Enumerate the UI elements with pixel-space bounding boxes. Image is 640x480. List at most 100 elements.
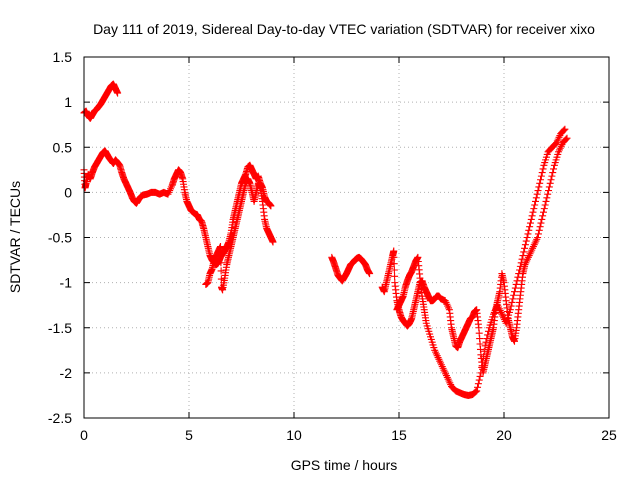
data-point: [269, 238, 277, 246]
data-point: [514, 273, 522, 281]
data-point: [475, 376, 483, 384]
data-point: [482, 338, 490, 346]
data-point: [477, 369, 485, 377]
data-point: [506, 306, 514, 314]
data-point: [545, 187, 553, 195]
data-point: [523, 234, 531, 241]
data-point: [548, 172, 556, 180]
data-point: [535, 226, 543, 234]
data-point: [519, 252, 527, 260]
data-point: [532, 197, 539, 205]
data-point: [543, 194, 551, 202]
data-points: [80, 80, 571, 399]
data-point: [513, 277, 521, 285]
data-point: [114, 89, 122, 97]
data-point: [474, 380, 482, 388]
data-point: [483, 335, 491, 343]
data-point: [533, 190, 541, 198]
data-point: [484, 327, 492, 335]
data-point: [545, 183, 553, 191]
x-axis-title: GPS time / hours: [291, 457, 398, 473]
data-point: [390, 247, 398, 255]
data-point: [532, 194, 540, 202]
data-point: [471, 388, 479, 396]
x-tick-label: 10: [286, 427, 302, 443]
data-point: [479, 353, 487, 361]
data-point: [390, 266, 398, 274]
data-point: [528, 212, 536, 220]
y-tick-label: 0: [64, 184, 72, 200]
y-axis-title: SDTVAR / TECUs: [7, 181, 23, 293]
data-point: [217, 251, 225, 259]
data-point: [515, 270, 523, 278]
data-point: [527, 215, 535, 223]
data-point: [511, 284, 519, 292]
data-point: [479, 358, 487, 366]
data-point: [535, 183, 543, 191]
data-point: [542, 197, 550, 205]
data-point: [541, 201, 549, 209]
data-point: [522, 237, 530, 245]
data-point: [516, 266, 524, 274]
data-point: [520, 248, 528, 256]
data-point: [547, 176, 555, 184]
data-point: [525, 226, 533, 234]
data-point: [539, 212, 547, 220]
y-tick-label: -2.5: [48, 410, 72, 426]
data-point: [534, 187, 542, 195]
data-point: [526, 223, 534, 231]
data-point: [509, 295, 517, 303]
x-tick-label: 20: [496, 427, 512, 443]
data-point: [476, 372, 484, 380]
data-point: [537, 219, 545, 227]
data-point: [510, 291, 518, 299]
y-tick-label: -1: [60, 275, 73, 291]
y-tick-label: -2: [60, 365, 73, 381]
y-tick-label: 1: [64, 94, 72, 110]
data-point: [390, 253, 398, 261]
data-point: [391, 272, 399, 280]
y-tick-label: -0.5: [48, 230, 72, 246]
data-point: [507, 302, 515, 310]
data-point: [217, 275, 225, 283]
grid: [84, 57, 609, 418]
y-tick-label: 1.5: [53, 49, 73, 65]
data-point: [534, 230, 542, 238]
data-point: [478, 363, 486, 371]
data-point: [267, 202, 275, 210]
data-point: [484, 331, 492, 339]
data-point: [549, 169, 557, 177]
data-point: [536, 179, 544, 187]
chart-title: Day 111 of 2019, Sidereal Day-to-day VTE…: [93, 21, 595, 37]
data-point: [474, 383, 482, 391]
data-point: [480, 347, 488, 355]
data-point: [550, 165, 558, 173]
data-point: [531, 201, 539, 209]
data-point: [366, 270, 374, 278]
data-point: [217, 259, 225, 267]
data-point: [508, 298, 516, 306]
data-point: [472, 388, 480, 396]
data-point: [539, 165, 547, 173]
data-point: [537, 176, 545, 184]
data-point: [511, 288, 518, 296]
x-tick-label: 25: [601, 427, 617, 443]
data-point: [546, 179, 554, 187]
data-point: [217, 243, 224, 251]
y-tick-label: 0.5: [53, 139, 73, 155]
data-point: [562, 135, 570, 143]
data-point: [540, 205, 548, 213]
data-point: [526, 219, 534, 227]
data-point: [530, 205, 538, 213]
data-point: [512, 280, 520, 288]
data-point: [521, 244, 529, 252]
plot-frame: [83, 56, 610, 419]
data-point: [536, 223, 544, 231]
data-point: [517, 259, 525, 267]
y-tick-label: -1.5: [48, 320, 72, 336]
data-point: [524, 230, 532, 238]
data-point: [518, 255, 526, 263]
data-point: [217, 267, 225, 275]
data-point: [563, 134, 571, 142]
